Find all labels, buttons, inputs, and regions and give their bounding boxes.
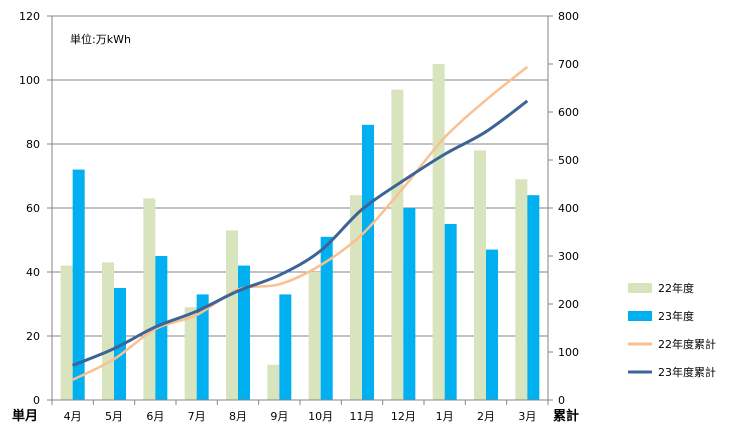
bars xyxy=(60,64,540,401)
bar-22年度-4月 xyxy=(60,265,73,400)
x-tick-label: 3月 xyxy=(518,410,536,423)
left-tick-label: 40 xyxy=(26,266,40,279)
legend-label: 23年度 xyxy=(658,309,694,323)
gridlines xyxy=(52,15,548,337)
right-tick-label: 400 xyxy=(558,202,579,215)
bar-22年度-9月 xyxy=(267,364,280,400)
bar-22年度-7月 xyxy=(184,307,197,400)
bar-22年度-11月 xyxy=(350,195,362,400)
bar-23年度-9月 xyxy=(279,294,292,400)
left-tick-label: 0 xyxy=(33,394,40,407)
right-tick-label: 0 xyxy=(558,394,565,407)
left-tick-label: 120 xyxy=(19,10,40,23)
line-22年度累計 xyxy=(72,65,529,381)
bar-23年度-4月 xyxy=(72,169,85,400)
right-tick-label: 100 xyxy=(558,346,579,359)
x-tick-label: 6月 xyxy=(146,410,164,423)
bar-23年度-11月 xyxy=(362,124,374,401)
legend-swatch xyxy=(628,283,652,293)
right-tick-label: 200 xyxy=(558,298,579,311)
bar-22年度-8月 xyxy=(226,230,238,400)
bar-23年度-1月 xyxy=(444,224,457,400)
lines xyxy=(72,65,529,381)
bar-23年度-8月 xyxy=(238,265,250,400)
x-tick-label: 10月 xyxy=(308,410,333,423)
x-tick-label: 1月 xyxy=(436,410,454,423)
bar-22年度-6月 xyxy=(143,198,156,400)
x-tick-label: 9月 xyxy=(270,410,288,423)
bar-23年度-3月 xyxy=(527,195,540,400)
left-tick-label: 20 xyxy=(26,330,40,343)
left-tick-label: 100 xyxy=(19,74,40,87)
bar-22年度-10月 xyxy=(308,272,321,400)
right-tick-label: 700 xyxy=(558,58,579,71)
axes: 0 20 40 60 80 100 120 0 100 200 300 400 500 600 700 800… xyxy=(19,10,579,423)
legend-label: 22年度累計 xyxy=(658,337,716,351)
bar-23年度-7月 xyxy=(196,294,209,400)
right-tick-label: 800 xyxy=(558,10,579,23)
left-tick-label: 60 xyxy=(26,202,40,215)
left-axis-label: 単月 xyxy=(12,408,38,424)
legend: 22年度 23年度 22年度累計 23年度累計 xyxy=(628,281,716,379)
x-tick-label: 7月 xyxy=(188,410,206,423)
x-tick-label: 2月 xyxy=(477,410,495,423)
x-tick-label: 5月 xyxy=(105,410,123,423)
unit-label: 単位:万kWh xyxy=(70,32,131,46)
x-tick-label: 12月 xyxy=(391,410,416,423)
bar-23年度-10月 xyxy=(320,236,333,400)
right-tick-label: 300 xyxy=(558,250,579,263)
bar-23年度-6月 xyxy=(155,256,168,400)
legend-label: 22年度 xyxy=(658,281,694,295)
bar-22年度-5月 xyxy=(102,262,114,400)
legend-swatch xyxy=(628,311,652,321)
left-tick-label: 80 xyxy=(26,138,40,151)
right-tick-label: 500 xyxy=(558,154,579,167)
x-tick-label: 8月 xyxy=(229,410,247,423)
legend-label: 23年度累計 xyxy=(658,365,716,379)
right-axis-label: 累計 xyxy=(553,408,579,424)
bar-23年度-12月 xyxy=(403,208,416,400)
right-tick-label: 600 xyxy=(558,106,579,119)
bar-22年度-2月 xyxy=(474,150,486,400)
bar-22年度-12月 xyxy=(391,89,404,400)
bar-23年度-2月 xyxy=(486,249,498,400)
x-tick-label: 4月 xyxy=(64,410,82,423)
x-tick-label: 11月 xyxy=(350,410,375,423)
bar-22年度-3月 xyxy=(515,179,528,400)
bar-22年度-1月 xyxy=(432,64,445,400)
line-23年度累計 xyxy=(72,99,529,367)
